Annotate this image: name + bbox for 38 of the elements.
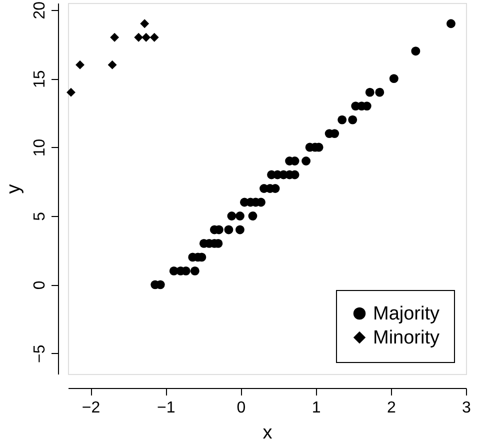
y-tick-label: 0 xyxy=(32,280,48,290)
y-axis-title: y xyxy=(4,184,24,194)
point xyxy=(389,74,398,84)
y-tick-label: −5 xyxy=(32,344,48,364)
x-tick-label: 0 xyxy=(236,400,246,416)
legend-label: Minority xyxy=(373,328,440,348)
point xyxy=(235,225,244,234)
point xyxy=(338,115,347,124)
point xyxy=(248,212,258,220)
x-tick-label: 3 xyxy=(462,400,472,416)
point xyxy=(375,88,384,97)
point xyxy=(108,60,117,70)
x-tick-label: 1 xyxy=(312,400,321,416)
point xyxy=(190,266,200,276)
x-axis-title: x xyxy=(262,422,273,444)
y-tick-label: 15 xyxy=(32,70,48,88)
point xyxy=(365,88,374,97)
point xyxy=(110,32,120,42)
point xyxy=(66,88,76,97)
x-tick-label: −2 xyxy=(82,400,100,416)
point xyxy=(76,60,84,70)
point xyxy=(446,19,456,28)
point xyxy=(150,32,159,42)
x-tick-label: 2 xyxy=(386,400,396,416)
point xyxy=(411,46,420,56)
point xyxy=(224,225,234,234)
point xyxy=(235,212,244,220)
y-tick-label: 5 xyxy=(32,212,48,221)
point xyxy=(227,212,236,220)
point xyxy=(142,32,151,42)
y-tick-label: 10 xyxy=(32,138,48,157)
point xyxy=(134,32,144,42)
y-tick-label: 20 xyxy=(32,1,48,20)
point xyxy=(348,115,358,124)
point xyxy=(302,156,311,166)
legend-label: Majority xyxy=(373,304,440,324)
point xyxy=(140,19,150,28)
x-tick-label: −1 xyxy=(157,400,176,416)
